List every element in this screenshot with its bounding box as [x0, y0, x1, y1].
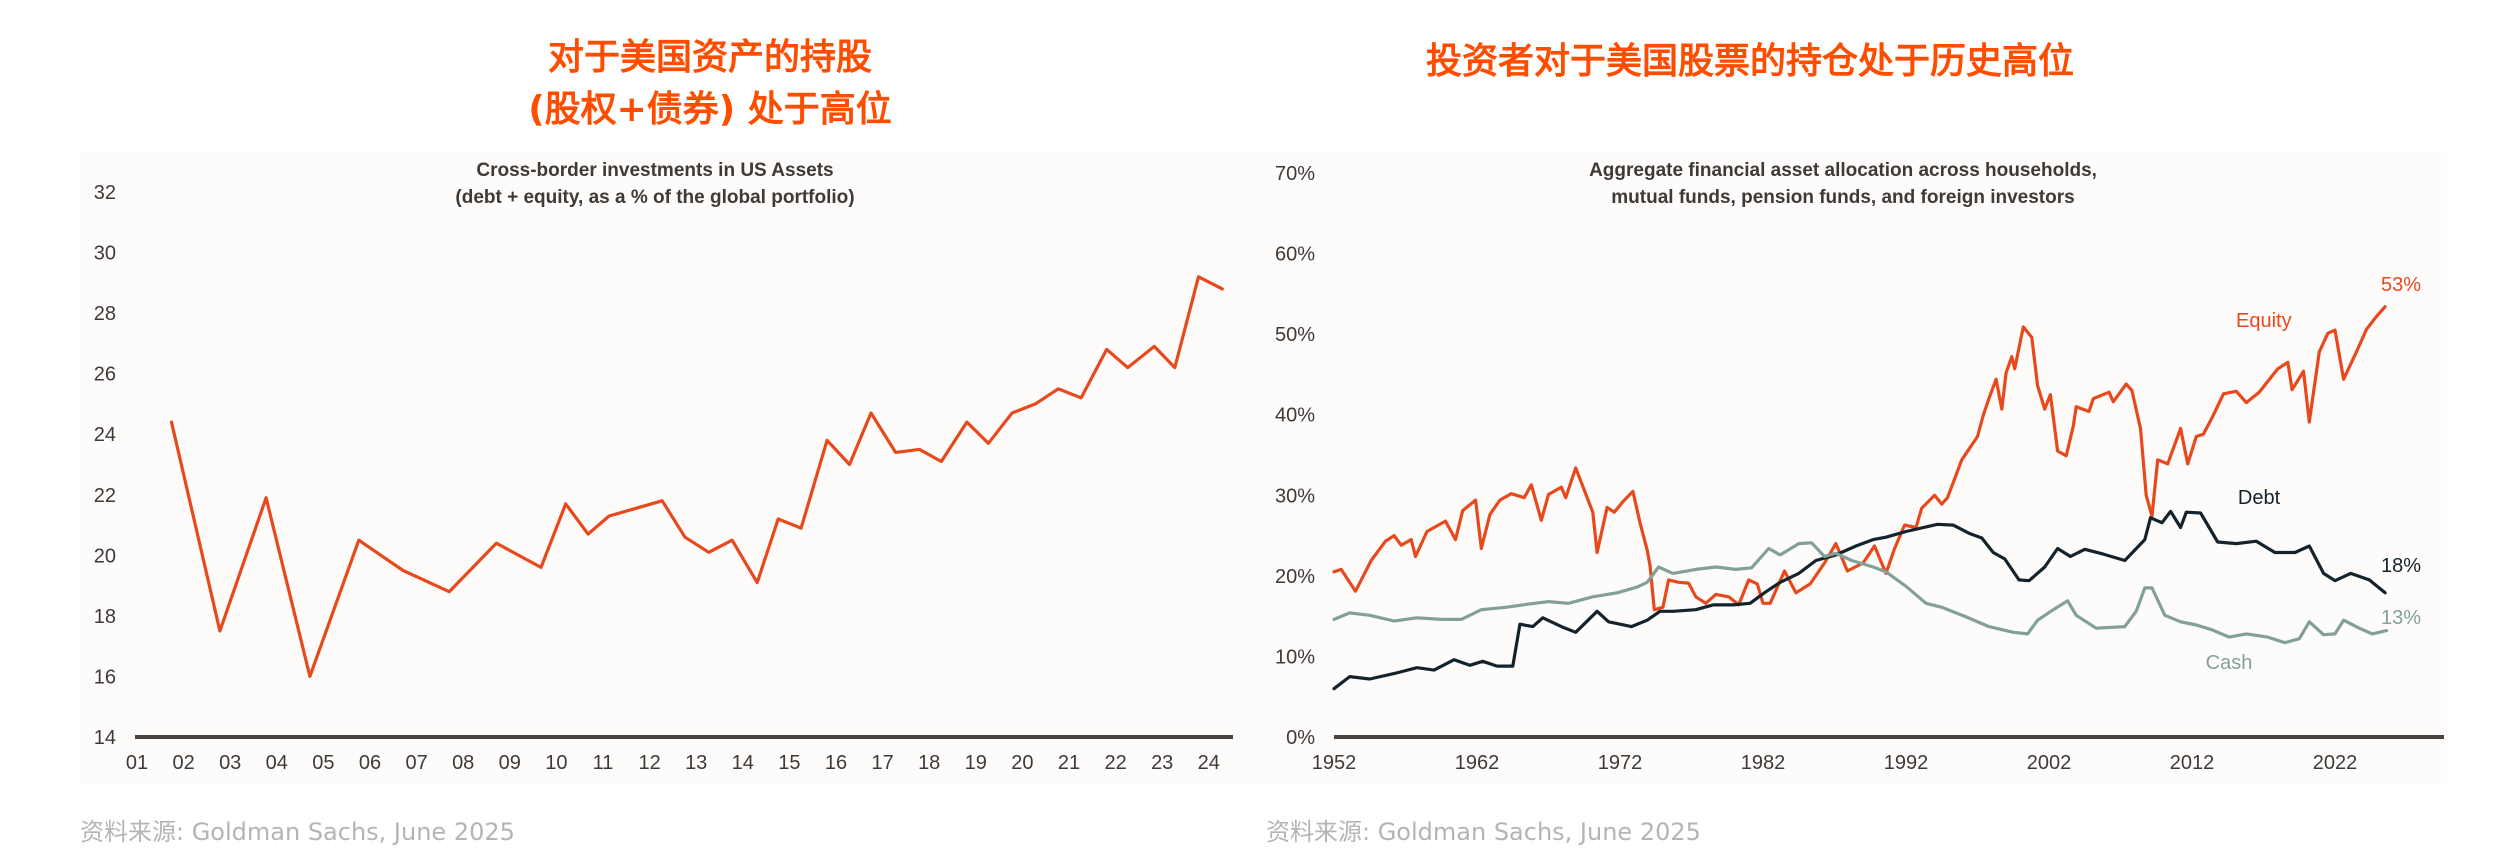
left-y-tick-label: 16	[94, 666, 116, 688]
left-chart-subtitle: (debt + equity, as a % of the global por…	[455, 187, 854, 208]
left-y-tick-label: 26	[94, 364, 116, 386]
left-x-tick-label: 09	[499, 752, 521, 774]
left-chart-panel	[80, 151, 1250, 785]
right-x-tick-label: 1962	[1455, 752, 1500, 774]
right-x-tick-label: 1972	[1598, 752, 1643, 774]
left-y-tick-label: 30	[94, 243, 116, 265]
right-x-tick-label: 2002	[2027, 752, 2072, 774]
left-x-tick-label: 22	[1104, 752, 1126, 774]
right-x-tick-label: 1992	[1884, 752, 1929, 774]
debt-series-label: Debt	[2238, 487, 2281, 509]
left-series-cross-border-investments-in-us-assets-line	[169, 275, 1224, 679]
right-chart: Aggregate financial asset allocation acr…	[1275, 160, 2444, 774]
right-y-tick-label: 30%	[1275, 485, 1315, 507]
left-x-tick-label: 08	[452, 752, 474, 774]
left-x-tick-label: 06	[359, 752, 381, 774]
right-series-debt-line	[1332, 509, 2387, 691]
left-headline: 对于美国资产的持股 (股权+债券) 处于高位	[480, 32, 940, 136]
right-y-tick-label: 70%	[1275, 163, 1315, 185]
left-x-tick-label: 03	[219, 752, 241, 774]
left-x-tick-label: 11	[593, 752, 614, 774]
left-x-tick-label: 18	[918, 752, 940, 774]
left-y-tick-label: 24	[94, 424, 116, 446]
right-y-tick-label: 20%	[1275, 566, 1315, 588]
left-y-axis: 14 16 18 20 22 24 26 28 30 32	[94, 182, 116, 749]
right-chart-title: Aggregate financial asset allocation acr…	[1589, 160, 2097, 181]
left-y-tick-label: 32	[94, 182, 116, 204]
left-x-tick-label: 23	[1151, 752, 1173, 774]
left-x-tick-label: 16	[825, 752, 847, 774]
left-y-tick-label: 28	[94, 303, 116, 325]
right-x-tick-label: 1982	[1741, 752, 1786, 774]
left-x-tick-label: 12	[638, 752, 660, 774]
left-source-note: 资料来源: Goldman Sachs, June 2025	[80, 818, 515, 846]
right-y-tick-label: 50%	[1275, 324, 1315, 346]
right-series-equity-line	[1332, 305, 2387, 612]
left-y-tick-label: 22	[94, 485, 116, 507]
left-x-tick-label: 14	[732, 752, 754, 774]
right-y-tick-label: 60%	[1275, 244, 1315, 266]
left-x-tick-label: 19	[965, 752, 987, 774]
right-x-tick-label: 2022	[2313, 752, 2358, 774]
equity-series-label: Equity	[2236, 310, 2292, 332]
right-source-note: 资料来源: Goldman Sachs, June 2025	[1266, 818, 1701, 846]
left-x-tick-label: 20	[1011, 752, 1033, 774]
equity-end-label: 53%	[2381, 274, 2421, 296]
right-y-tick-label: 10%	[1275, 646, 1315, 668]
left-x-tick-label: 04	[266, 752, 288, 774]
right-y-axis: 0% 10% 20% 30% 40% 50% 60% 70%	[1275, 163, 1315, 749]
left-headline-line1: 对于美国资产的持股	[547, 37, 872, 78]
right-x-tick-label: 1952	[1312, 752, 1357, 774]
left-y-tick-label: 20	[94, 545, 116, 567]
left-x-tick-label: 01	[126, 752, 148, 774]
left-x-axis: 01 02 03 04 05 06 07 08 09 10 11 12 13 14 15 16 17 18 19 20…	[126, 752, 1220, 774]
left-chart-title: Cross-border investments in US Assets	[476, 160, 833, 181]
left-x-tick-label: 15	[778, 752, 800, 774]
right-x-tick-label: 2012	[2170, 752, 2215, 774]
right-x-axis: 1952 1962 1972 1982 1992 2002 2012 2022	[1312, 752, 2358, 774]
right-y-tick-label: 40%	[1275, 405, 1315, 427]
left-series-group	[169, 275, 1224, 679]
right-series-cash-line	[1332, 541, 2389, 645]
right-y-tick-label: 0%	[1286, 727, 1315, 749]
left-chart: Cross-border investments in US Assets (d…	[94, 160, 1233, 774]
left-x-tick-label: 05	[312, 752, 334, 774]
left-x-tick-label: 10	[545, 752, 567, 774]
left-x-tick-label: 13	[685, 752, 707, 774]
right-chart-panel	[1250, 151, 2447, 785]
left-y-tick-label: 14	[94, 727, 116, 749]
cash-series-label: Cash	[2206, 652, 2253, 674]
right-headline: 投资者对于美国股票的持仓处于历史高位	[1425, 41, 2074, 82]
cash-end-label: 13%	[2381, 607, 2421, 629]
left-headline-line2: (股权+债券) 处于高位	[528, 89, 892, 130]
left-x-tick-label: 17	[871, 752, 893, 774]
left-x-tick-label: 24	[1198, 752, 1220, 774]
left-x-tick-label: 02	[172, 752, 194, 774]
debt-end-label: 18%	[2381, 555, 2421, 577]
right-chart-subtitle: mutual funds, pension funds, and foreign…	[1611, 187, 2074, 208]
left-x-tick-label: 07	[405, 752, 427, 774]
right-series-group	[1332, 305, 2389, 691]
left-y-tick-label: 18	[94, 606, 116, 628]
left-x-tick-label: 21	[1058, 752, 1080, 774]
